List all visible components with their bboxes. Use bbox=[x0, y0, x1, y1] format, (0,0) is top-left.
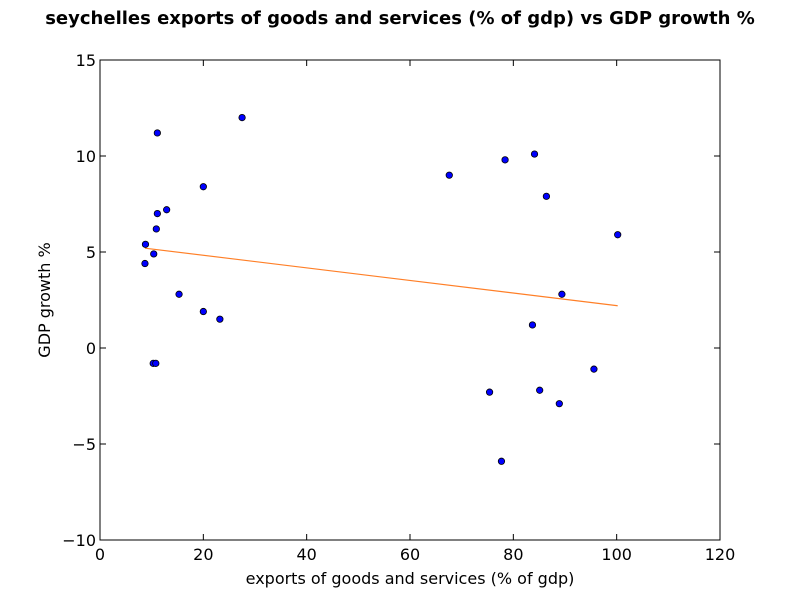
data-point-10 bbox=[199, 183, 207, 191]
data-point-22 bbox=[555, 400, 563, 408]
data-point-23 bbox=[558, 290, 566, 298]
data-point-20 bbox=[536, 386, 544, 394]
data-point-17 bbox=[501, 156, 509, 164]
data-point-25 bbox=[614, 231, 622, 239]
data-point-5 bbox=[153, 129, 161, 137]
data-point-24 bbox=[590, 365, 598, 373]
data-point-16 bbox=[497, 457, 506, 465]
trend-line bbox=[144, 247, 618, 307]
y-tick-label: 15 bbox=[76, 51, 96, 70]
data-point-21 bbox=[542, 192, 551, 200]
data-point-13 bbox=[238, 114, 246, 122]
y-tick-label: 0 bbox=[86, 339, 96, 358]
y-tick-label: −5 bbox=[72, 435, 96, 454]
data-point-1 bbox=[141, 259, 149, 268]
data-point-4 bbox=[153, 210, 161, 218]
data-point-3 bbox=[152, 225, 160, 233]
data-point-11 bbox=[199, 307, 207, 316]
y-tick-label: 5 bbox=[86, 243, 96, 262]
data-point-19 bbox=[530, 150, 539, 158]
data-point-12 bbox=[216, 315, 224, 323]
data-point-8 bbox=[152, 359, 160, 367]
x-tick-label: 100 bbox=[601, 545, 632, 564]
x-tick-label: 40 bbox=[296, 545, 316, 564]
x-tick-label: 120 bbox=[705, 545, 736, 564]
data-point-18 bbox=[528, 321, 537, 329]
y-axis-label: GDP growth % bbox=[35, 242, 54, 357]
x-axis-label: exports of goods and services (% of gdp) bbox=[246, 569, 575, 588]
data-point-15 bbox=[485, 388, 494, 396]
x-tick-label: 20 bbox=[193, 545, 213, 564]
x-tick-label: 0 bbox=[95, 545, 105, 564]
y-tick-label: 10 bbox=[76, 147, 96, 166]
data-point-0 bbox=[141, 240, 150, 248]
data-point-2 bbox=[150, 250, 158, 258]
data-point-6 bbox=[163, 206, 171, 214]
y-tick-label: −10 bbox=[62, 531, 96, 550]
chart-title: seychelles exports of goods and services… bbox=[45, 8, 755, 29]
x-tick-label: 80 bbox=[503, 545, 523, 564]
x-tick-label: 60 bbox=[400, 545, 420, 564]
plot-area-frame bbox=[99, 59, 721, 541]
data-point-14 bbox=[445, 171, 453, 179]
data-point-9 bbox=[175, 290, 183, 298]
